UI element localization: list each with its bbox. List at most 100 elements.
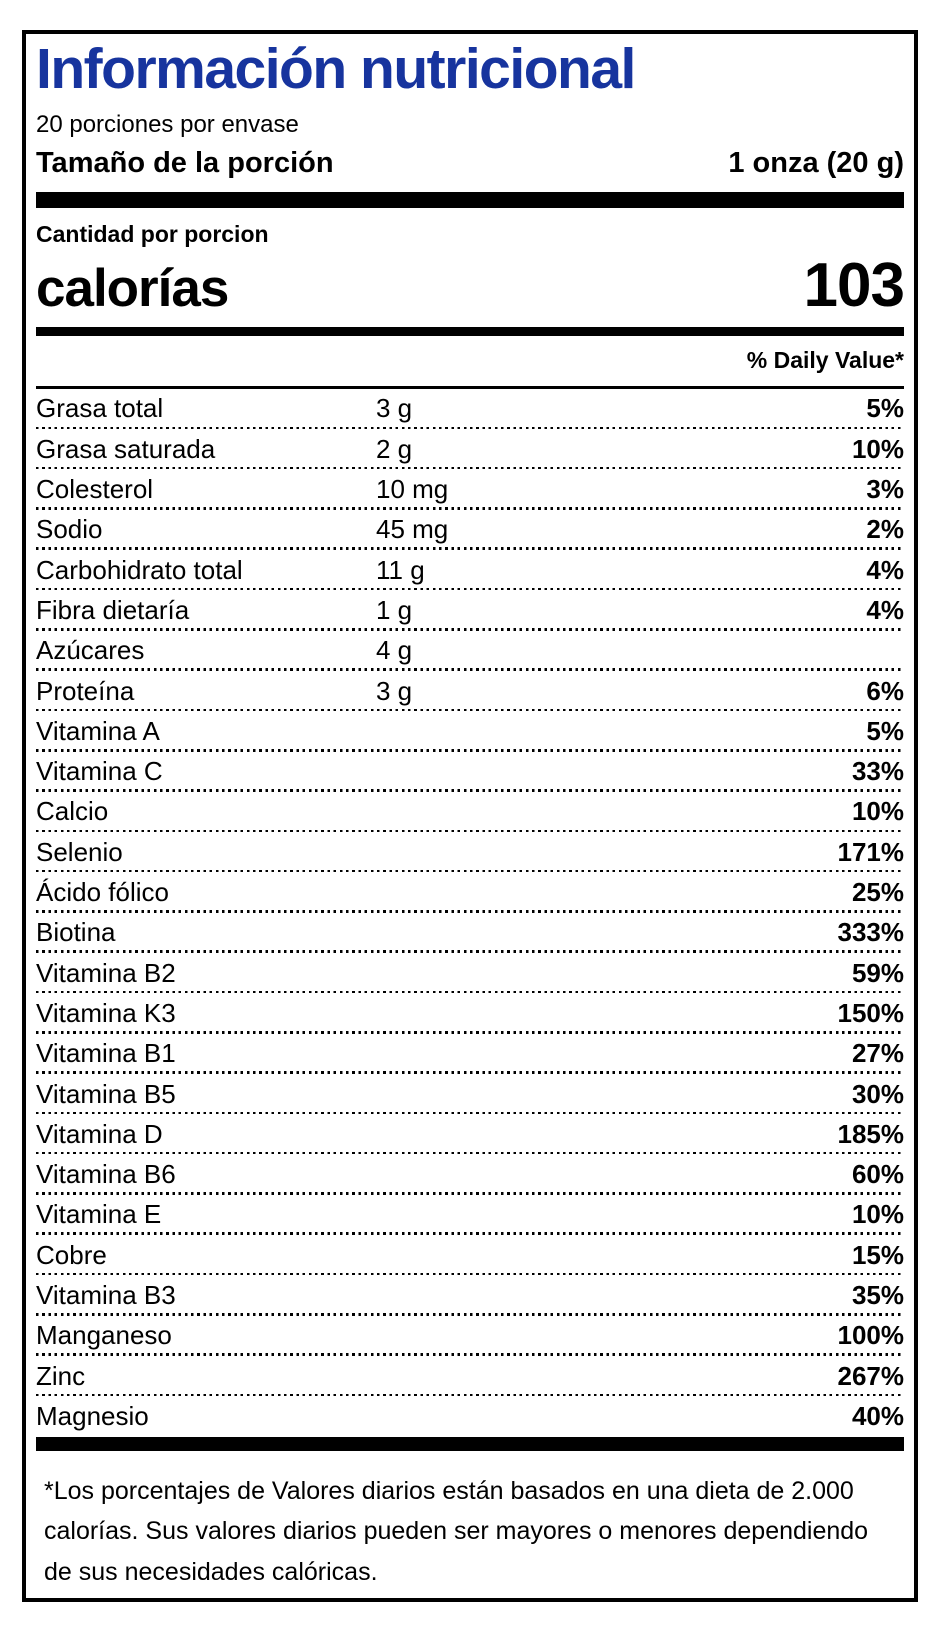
nutrient-daily-value: 6% bbox=[866, 675, 904, 706]
nutrient-name: Zinc bbox=[36, 1360, 86, 1391]
nutrient-name: Carbohidrato total bbox=[36, 554, 243, 585]
nutrient-row: Manganeso 100% bbox=[36, 1316, 905, 1357]
nutrient-daily-value: 40% bbox=[851, 1400, 904, 1431]
nutrient-name: Grasa total bbox=[36, 393, 164, 424]
servings-per-container: 20 porciones por envase bbox=[36, 110, 299, 138]
nutrient-row: Selenio 171% bbox=[36, 832, 905, 873]
nutrient-amount: 3 g bbox=[376, 393, 413, 424]
nutrient-daily-value: 100% bbox=[837, 1320, 905, 1351]
serving-size-value: 1 onza (20 g) bbox=[728, 146, 904, 179]
nutrient-name: Fibra dietaría bbox=[36, 594, 190, 625]
nutrient-name: Grasa saturada bbox=[36, 433, 216, 464]
separator-bar-bottom bbox=[36, 1436, 904, 1451]
nutrient-daily-value: 171% bbox=[837, 836, 905, 867]
nutrient-row: Vitamina B3 35% bbox=[36, 1275, 904, 1316]
nutrient-amount: 10 mg bbox=[376, 474, 449, 505]
nutrient-row: Grasa total 3 g 5% bbox=[36, 389, 904, 430]
nutrient-row: Vitamina B2 59% bbox=[36, 953, 904, 994]
nutrient-daily-value: 15% bbox=[851, 1239, 904, 1270]
nutrient-row: Ácido fólico 25% bbox=[36, 872, 904, 913]
nutrient-name: Manganeso bbox=[36, 1320, 172, 1351]
nutrient-daily-value: 60% bbox=[851, 1159, 904, 1190]
nutrient-daily-value: 25% bbox=[851, 877, 904, 908]
nutrient-name: Azúcares bbox=[36, 635, 145, 666]
nutrient-daily-value: 267% bbox=[837, 1360, 905, 1391]
nutrient-daily-value: 30% bbox=[851, 1078, 904, 1109]
daily-value-header: % Daily Value* bbox=[746, 346, 904, 373]
nutrient-daily-value: 5% bbox=[866, 715, 904, 746]
nutrient-name: Vitamina E bbox=[36, 1199, 162, 1230]
calories-value: 103 bbox=[803, 250, 905, 320]
nutrient-name: Vitamina D bbox=[36, 1118, 163, 1149]
nutrient-daily-value: 10% bbox=[851, 1199, 904, 1230]
nutrient-daily-value: 10% bbox=[851, 433, 904, 464]
nutrient-name: Magnesio bbox=[36, 1400, 149, 1431]
nutrient-row: Sodio 45 mg 2% bbox=[36, 510, 904, 551]
nutrient-row: Vitamina B5 30% bbox=[36, 1074, 904, 1115]
nutrient-daily-value: 33% bbox=[851, 756, 904, 787]
nutrient-daily-value: 4% bbox=[866, 554, 904, 585]
nutrient-name: Selenio bbox=[36, 836, 123, 867]
nutrient-daily-value: 4% bbox=[866, 594, 904, 625]
nutrient-row: Biotina 333% bbox=[36, 913, 905, 954]
nutrient-amount: 11 g bbox=[376, 554, 425, 585]
nutrient-name: Biotina bbox=[36, 917, 116, 948]
nutrient-row: Cobre 15% bbox=[36, 1235, 904, 1276]
nutrient-daily-value: 59% bbox=[851, 957, 904, 988]
nutrient-daily-value: 2% bbox=[866, 514, 904, 545]
nutrient-daily-value: 27% bbox=[851, 1038, 904, 1069]
nutrient-daily-value: 150% bbox=[837, 997, 905, 1028]
nutrient-daily-value: 333% bbox=[837, 917, 905, 948]
nutrient-daily-value: 10% bbox=[851, 796, 904, 827]
nutrient-daily-value: 185% bbox=[837, 1118, 905, 1149]
nutrient-amount: 3 g bbox=[376, 675, 413, 706]
nutrient-name: Colesterol bbox=[36, 474, 154, 505]
calories-label: calorías bbox=[36, 258, 229, 318]
serving-size-row: Tamaño de la porción 1 onza (20 g) bbox=[36, 141, 904, 192]
nutrient-row: Vitamina B1 27% bbox=[36, 1034, 904, 1075]
nutrient-name: Ácido fólico bbox=[36, 877, 169, 908]
amount-per-serving-label: Cantidad por porcion bbox=[36, 220, 269, 247]
nutrient-row: Fibra dietaría 1 g 4% bbox=[36, 590, 904, 631]
calories-row: calorías 103 bbox=[36, 248, 905, 327]
nutrient-amount: 4 g bbox=[376, 635, 413, 666]
nutrient-row: Grasa saturada 2 g 10% bbox=[36, 429, 904, 470]
nutrient-row: Proteína 3 g 6% bbox=[36, 671, 904, 712]
nutrient-name: Vitamina B1 bbox=[36, 1038, 176, 1069]
nutrient-name: Vitamina B3 bbox=[36, 1280, 176, 1310]
nutrient-name: Cobre bbox=[36, 1239, 107, 1270]
nutrient-rows: Grasa total 3 g 5% Grasa saturada 2 g 10% Cole… bbox=[36, 389, 904, 1437]
nutrient-name: Vitamina A bbox=[36, 715, 160, 746]
nutrient-row: Zinc 267% bbox=[36, 1356, 905, 1397]
label-title: Información nutricional bbox=[36, 37, 636, 101]
daily-value-footnote: *Los porcentajes de Valores diarios está… bbox=[44, 1476, 869, 1587]
nutrient-row: Vitamina C 33% bbox=[36, 752, 904, 793]
nutrient-row: Vitamina A 5% bbox=[36, 711, 904, 752]
nutrient-row: Calcio 10% bbox=[36, 792, 904, 833]
nutrient-name: Proteína bbox=[36, 675, 135, 706]
nutrient-amount: 45 mg bbox=[376, 514, 449, 545]
nutrient-daily-value: 5% bbox=[866, 393, 904, 424]
nutrient-row: Vitamina D 185% bbox=[36, 1114, 905, 1155]
nutrient-name: Vitamina K3 bbox=[36, 997, 176, 1028]
separator-bar-medium bbox=[36, 326, 904, 336]
nutrient-row: Azúcares 4 g bbox=[36, 631, 904, 672]
nutrient-name: Vitamina C bbox=[36, 756, 163, 787]
nutrient-daily-value: 35% bbox=[851, 1280, 904, 1310]
nutrient-amount: 2 g bbox=[376, 433, 413, 464]
separator-rule-thin bbox=[36, 385, 904, 389]
nutrient-row: Carbohidrato total 11 g 4% bbox=[36, 550, 904, 591]
nutrient-amount: 1 g bbox=[376, 594, 413, 625]
nutrient-row: Vitamina E 10% bbox=[36, 1195, 904, 1236]
nutrient-name: Vitamina B2 bbox=[36, 957, 176, 988]
nutrient-row: Magnesio 40% bbox=[36, 1396, 904, 1436]
nutrient-name: Vitamina B6 bbox=[36, 1159, 176, 1190]
serving-size-label: Tamaño de la porción bbox=[36, 146, 334, 179]
nutrition-facts-label: Información nutricional 20 porciones por… bbox=[22, 30, 918, 1602]
nutrient-name: Vitamina B5 bbox=[36, 1078, 176, 1109]
nutrient-name: Sodio bbox=[36, 514, 103, 545]
nutrient-row: Vitamina K3 150% bbox=[36, 993, 905, 1034]
nutrient-row: Colesterol 10 mg 3% bbox=[36, 469, 904, 511]
nutrient-name: Calcio bbox=[36, 796, 109, 827]
separator-bar-thick bbox=[36, 191, 904, 208]
